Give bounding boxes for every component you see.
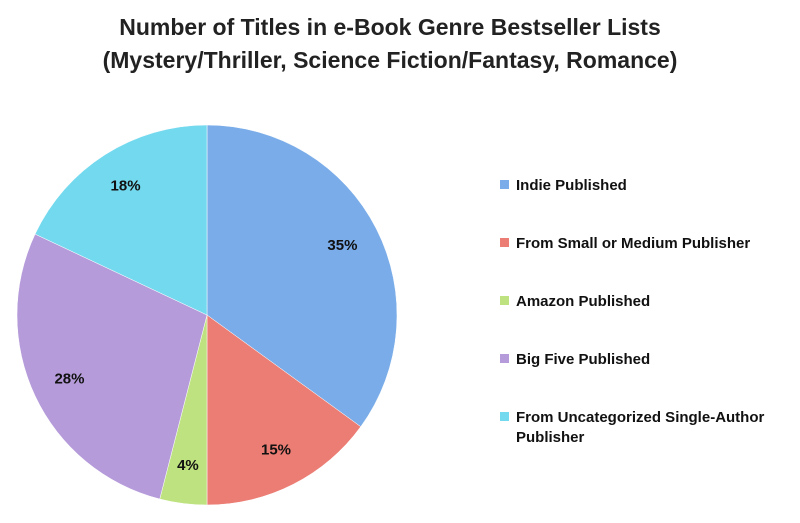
pie-slice: [206, 124, 398, 428]
legend-swatch: [500, 296, 509, 305]
chart-subtitle: (Mystery/Thriller, Science Fiction/Fanta…: [103, 47, 678, 73]
legend-item: Big Five Published: [500, 350, 790, 408]
legend-swatch: [500, 412, 509, 421]
legend-swatch: [500, 354, 509, 363]
legend-swatch: [500, 180, 509, 189]
pie-slice: [206, 314, 362, 506]
slice-label: 18%: [111, 178, 141, 195]
legend-item: From Uncategorized Single-Author Publish…: [500, 408, 790, 466]
legend-label: Big Five Published: [516, 351, 651, 368]
slice-label: 28%: [54, 371, 84, 388]
chart-title: Number of Titles in e-Book Genre Bestsel…: [119, 14, 661, 40]
slice-label: 15%: [261, 441, 291, 458]
legend-label: Amazon Published: [516, 293, 651, 310]
legend-label: Indie Published: [516, 177, 627, 194]
legend-item: Amazon Published: [500, 292, 790, 350]
slice-label: 4%: [177, 457, 199, 474]
legend: Indie Published From Small or Medium Publ…: [500, 176, 790, 466]
pie-slice: [16, 233, 208, 500]
legend-label: From Small or Medium Publisher: [516, 235, 751, 252]
slice-label: 35%: [327, 237, 357, 254]
legend-swatch: [500, 238, 509, 247]
legend-label: From Uncategorized Single-Author Publish…: [516, 409, 765, 446]
pie-slice: [34, 124, 208, 316]
legend-item: From Small or Medium Publisher: [500, 234, 790, 292]
legend-item: Indie Published: [500, 176, 790, 234]
